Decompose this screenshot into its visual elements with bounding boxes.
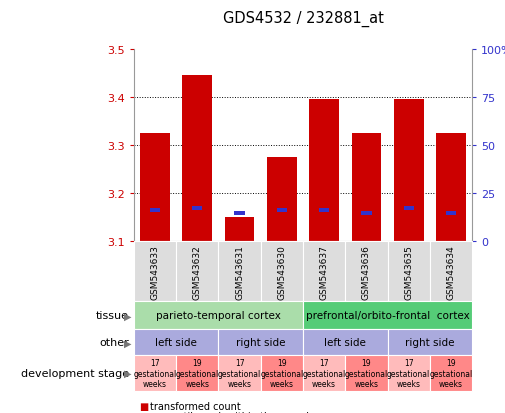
Bar [150,209,160,213]
Text: parieto-temporal cortex: parieto-temporal cortex [156,311,281,320]
Text: percentile rank within the sample: percentile rank within the sample [150,411,315,413]
Text: 17
gestational
weeks: 17 gestational weeks [133,358,177,388]
Text: GSM543634: GSM543634 [446,244,456,299]
Bar [277,209,287,213]
Text: GSM543633: GSM543633 [150,244,160,299]
Bar [436,133,466,242]
Text: right side: right side [405,337,455,348]
Text: 19
gestational
weeks: 19 gestational weeks [176,358,219,388]
Text: GSM543632: GSM543632 [193,244,202,299]
Bar [225,218,255,242]
Text: ▶: ▶ [124,337,131,348]
Text: right side: right side [236,337,285,348]
Text: other: other [99,337,129,348]
Bar [140,133,170,242]
Text: development stage: development stage [21,368,129,378]
Text: ■: ■ [139,401,148,411]
Text: left side: left side [324,337,366,348]
Text: ■: ■ [139,411,148,413]
Text: ▶: ▶ [124,368,131,378]
Text: GDS4532 / 232881_at: GDS4532 / 232881_at [223,10,383,27]
Text: GSM543630: GSM543630 [277,244,286,299]
Bar [319,209,329,213]
Bar [182,76,212,242]
Bar [394,100,424,242]
Text: 19
gestational
weeks: 19 gestational weeks [345,358,388,388]
Text: 17
gestational
weeks: 17 gestational weeks [387,358,430,388]
Bar [351,133,381,242]
Text: 17
gestational
weeks: 17 gestational weeks [218,358,261,388]
Bar [234,211,245,215]
Text: GSM543635: GSM543635 [404,244,413,299]
Bar [446,211,456,215]
Bar [361,211,372,215]
Text: GSM543631: GSM543631 [235,244,244,299]
Bar [267,158,296,242]
Text: 17
gestational
weeks: 17 gestational weeks [302,358,346,388]
Text: GSM543637: GSM543637 [320,244,329,299]
Bar [403,206,414,210]
Text: prefrontal/orbito-frontal  cortex: prefrontal/orbito-frontal cortex [306,311,470,320]
Text: GSM543636: GSM543636 [362,244,371,299]
Text: 19
gestational
weeks: 19 gestational weeks [260,358,304,388]
Text: tissue: tissue [96,311,129,320]
Text: transformed count: transformed count [150,401,241,411]
Text: ▶: ▶ [124,311,131,320]
Bar [310,100,339,242]
Text: left side: left side [155,337,197,348]
Text: 19
gestational
weeks: 19 gestational weeks [429,358,473,388]
Bar [192,206,203,210]
